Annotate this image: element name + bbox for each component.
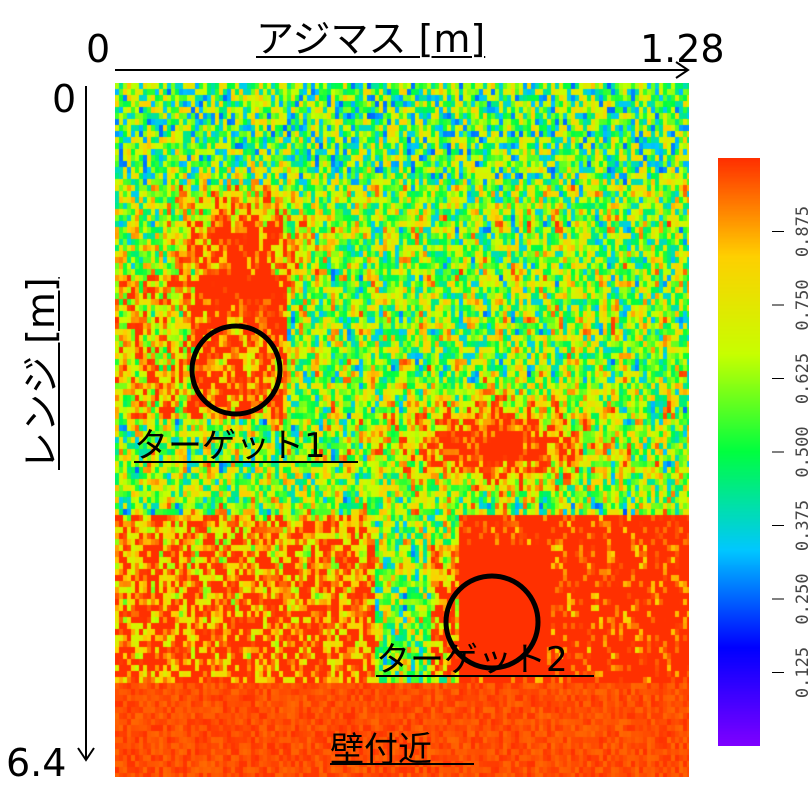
x-axis-arrow (115, 61, 690, 79)
colorbar-tick-label: 0.125 (793, 647, 811, 698)
target-1-circle (189, 323, 283, 417)
annotation-target-2: ターゲット2 (376, 640, 568, 680)
y-tick-label-end: 6.4 (6, 741, 67, 785)
colorbar-tick-label: 0.250 (793, 573, 811, 624)
x-tick-label-start: 0 (86, 27, 111, 71)
annotation-target-1: ターゲット1 (134, 426, 326, 466)
colorbar-tick-label: 0.375 (793, 500, 811, 551)
heatmap-plot (115, 83, 689, 777)
y-axis-arrow (77, 86, 95, 762)
colorbar-tick-label: 0.875 (793, 206, 811, 257)
colorbar-tick-label: 0.750 (793, 279, 811, 330)
annotation-wall: 壁付近 (330, 730, 432, 770)
y-tick-label-start: 0 (52, 77, 77, 121)
colorbar-tick-label: 0.625 (793, 353, 811, 404)
colorbar (718, 158, 760, 746)
colorbar-tick-label: 0.500 (793, 426, 811, 477)
x-tick-label-end: 1.28 (640, 27, 725, 71)
target-2-circle (443, 573, 541, 671)
x-axis-title: アジマス [m] (256, 17, 486, 61)
